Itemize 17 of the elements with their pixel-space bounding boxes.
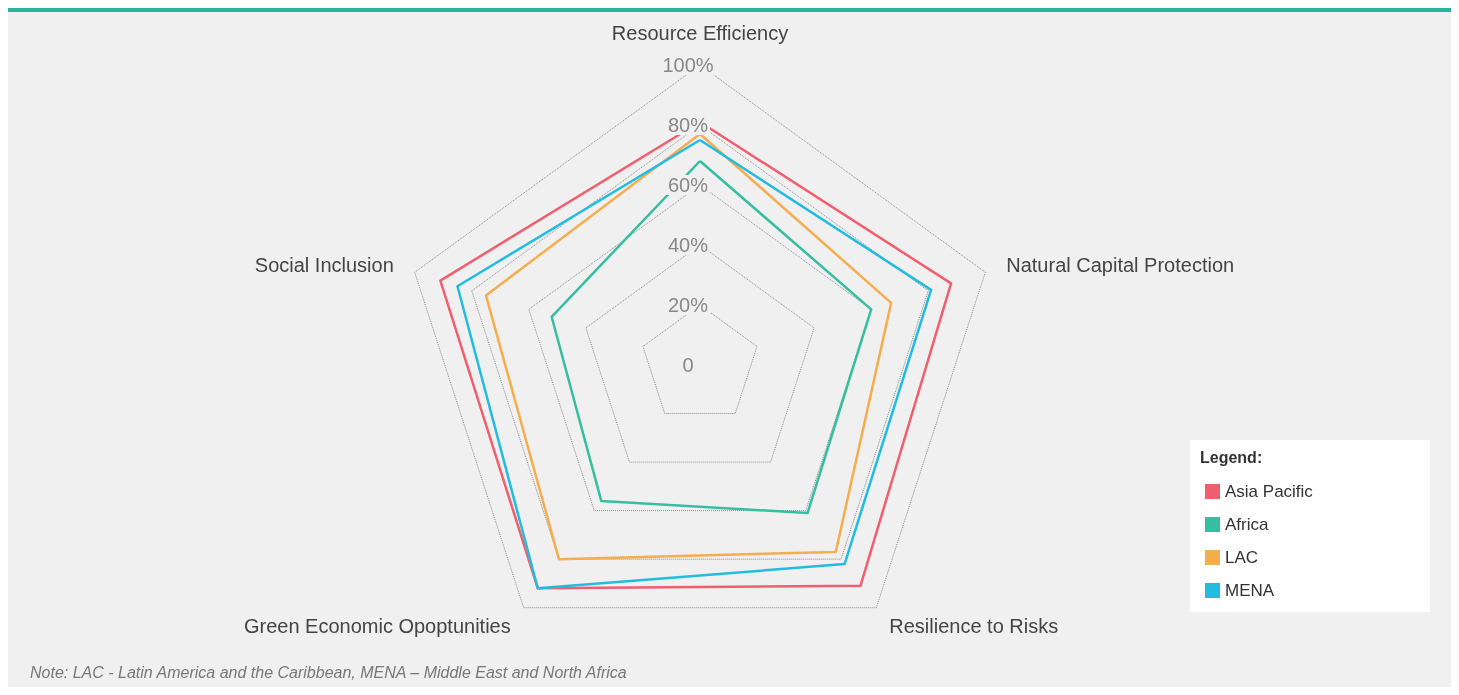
y-tick-label: 0 <box>682 354 694 376</box>
spoke-label: Green Economic Opoptunities <box>243 614 511 637</box>
legend-label: LAC <box>1225 548 1259 567</box>
spoke-label: Social Inclusion <box>254 254 394 277</box>
spoke-label: Resilience to Risks <box>889 614 1059 637</box>
legend-label: Africa <box>1225 515 1269 534</box>
y-tick-label: 20% <box>667 294 709 316</box>
legend-label: MENA <box>1225 581 1275 600</box>
y-tick-label: 60% <box>667 174 709 196</box>
y-tick-label: 100% <box>662 54 714 76</box>
y-tick-label: 40% <box>667 234 709 256</box>
spoke-label: Natural Capital Protection <box>1006 254 1235 277</box>
spoke-label: Resource Efficiency <box>611 22 789 44</box>
y-tick-label: 80% <box>667 114 709 136</box>
legend-title: Legend: <box>1200 448 1263 466</box>
text: Note: LAC - Latin America and the Caribbean, MENA – Middle East and North Africa <box>30 663 627 681</box>
legend-label: Asia Pacific <box>1225 482 1314 501</box>
